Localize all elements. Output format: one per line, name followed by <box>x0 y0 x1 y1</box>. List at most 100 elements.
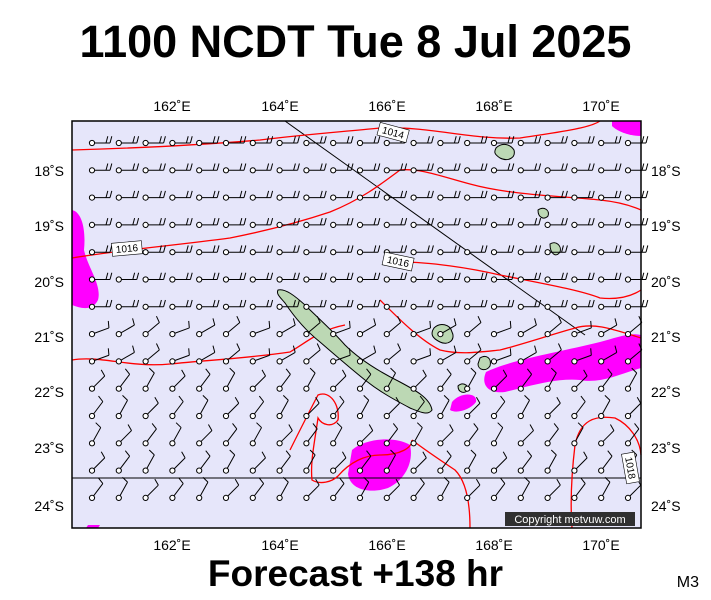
station-circle <box>517 167 524 174</box>
station-circle <box>88 221 96 228</box>
station-circle <box>169 249 176 256</box>
station-circle <box>571 358 578 365</box>
station-circle <box>276 139 283 147</box>
station-circle <box>624 385 632 392</box>
wind-barb-feather <box>105 163 109 171</box>
wind-barb-feather <box>136 163 140 171</box>
station-circle <box>490 194 498 201</box>
wind-barb-feather <box>377 190 381 198</box>
wind-barb-feather <box>457 136 461 144</box>
wind-barb-feather <box>185 218 189 226</box>
wind-barb-feather <box>124 368 131 375</box>
island-vanuatu-2 <box>537 207 549 219</box>
station-circle <box>490 221 498 228</box>
wind-barb-feather <box>148 367 155 374</box>
wind-barb-feather <box>105 299 109 307</box>
wind-barb-feather <box>185 136 189 144</box>
wind-barb-feather <box>229 367 236 374</box>
wind-barb-feather <box>373 272 377 280</box>
isobar-south-loop <box>289 393 413 484</box>
wind-barb-feather <box>159 299 162 307</box>
wind-barb-feather <box>561 299 564 307</box>
station-circle <box>383 331 390 338</box>
station-circle <box>410 467 417 474</box>
wind-barb-feather <box>105 245 109 253</box>
wind-barb-feather <box>270 136 274 144</box>
wind-barb-feather <box>507 136 511 144</box>
wind-barb-feather <box>614 136 618 144</box>
wind-barb-feather <box>350 218 354 226</box>
station-circle <box>142 303 149 310</box>
wind-barb-feather <box>557 315 562 323</box>
wind-barb-feather <box>339 395 345 402</box>
station-circle <box>464 467 471 474</box>
wind-barb-feather <box>316 343 321 351</box>
isobar-1016-a <box>71 169 642 259</box>
station-circle <box>303 412 310 420</box>
station-circle <box>517 139 524 147</box>
lon-label: 162˚E <box>153 98 190 114</box>
wind-barb-feather <box>591 190 595 198</box>
station-circle <box>437 303 444 310</box>
wind-barb-feather <box>641 218 645 226</box>
wind-barb-feather <box>205 368 211 375</box>
wind-barb-feather <box>477 315 482 323</box>
wind-barb-feather <box>185 299 189 307</box>
station-circle <box>624 276 632 283</box>
lat-labels-right: 18˚S 19˚S 20˚S 21˚S 22˚S 23˚S 24˚S <box>651 163 681 514</box>
wind-barb-feather <box>270 163 274 171</box>
wind-barb-feather <box>524 395 530 401</box>
wind-barb-feather <box>550 449 557 456</box>
wind-barb-feather <box>185 272 189 280</box>
wind-barb-feather <box>377 136 381 144</box>
station-circle <box>598 385 605 392</box>
station-circle <box>115 331 122 338</box>
station-circle <box>544 331 551 338</box>
wind-barb-feather <box>484 218 488 226</box>
wind-barb-feather <box>163 299 166 307</box>
station-circle <box>169 494 176 501</box>
station-circle <box>517 385 524 392</box>
station-circle <box>437 276 444 283</box>
diagonal-line <box>284 120 586 336</box>
wind-barb-feather <box>553 423 559 430</box>
station-circle <box>356 167 364 174</box>
wind-barb-feather <box>526 450 533 457</box>
station-circle <box>142 221 149 228</box>
wind-barb-feather <box>258 395 265 402</box>
station-circle <box>624 249 632 256</box>
wind-barb-feather <box>645 190 649 198</box>
station-circle <box>249 167 256 174</box>
station-circle <box>624 331 632 338</box>
wind-barb-feather <box>202 476 209 483</box>
station-circle <box>410 303 417 310</box>
station-circle <box>544 440 551 447</box>
wind-barb-feather <box>285 368 291 375</box>
station-circle <box>598 139 605 147</box>
wind-barb-feather <box>373 163 377 171</box>
lon-labels-top: 162˚E 164˚E 166˚E 168˚E 170˚E <box>153 98 619 114</box>
lat-label: 24˚S <box>34 498 64 514</box>
wind-barb-feather <box>590 348 592 356</box>
station-circle <box>330 358 337 365</box>
wind-barb-feather <box>159 218 162 226</box>
wind-barb-feather <box>154 478 159 486</box>
wind-barb-feather <box>109 190 113 198</box>
wind-barb-feather <box>105 190 109 198</box>
isobar-1014 <box>71 120 601 151</box>
wind-barb-feather <box>475 478 481 486</box>
wind-barb-feather <box>163 190 166 198</box>
wind-barb-feather <box>443 476 450 483</box>
wind-barb-feather <box>239 299 243 307</box>
island-vanuatu-1 <box>494 143 515 161</box>
station-circle <box>437 167 444 174</box>
station-circle <box>330 139 337 147</box>
wind-barb-feather <box>607 450 613 457</box>
wind-barb-feather <box>429 320 432 328</box>
wind-barb-feather <box>475 396 481 404</box>
wind-barb-feather <box>122 395 128 401</box>
station-circle <box>410 276 417 283</box>
station-circle <box>276 358 283 365</box>
rain-area-northeast <box>612 121 641 136</box>
wind-barb-feather <box>270 299 274 307</box>
